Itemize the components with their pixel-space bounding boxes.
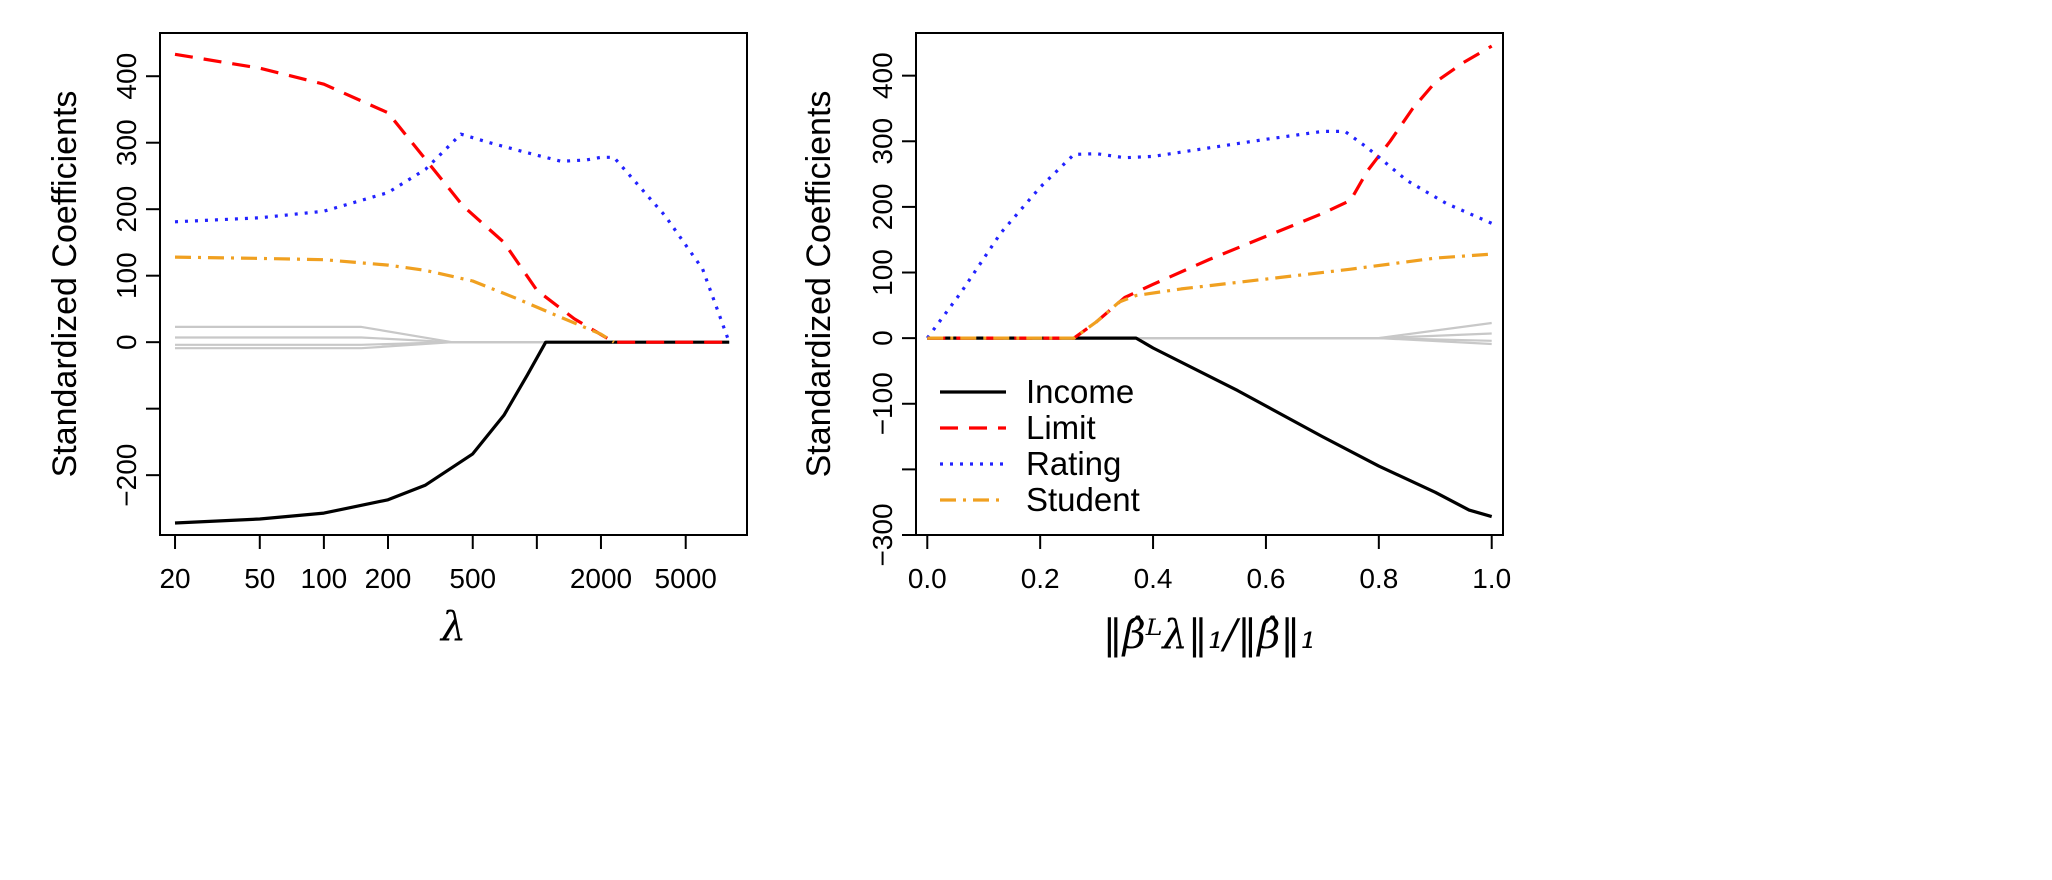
y-tick-label: −100 [867,372,898,435]
y-tick-label: 200 [111,186,142,233]
x-axis-title: λ [439,604,466,650]
plot-frame [915,32,1504,536]
series-line-other [175,325,730,344]
series-line-income [174,340,730,525]
x-tick-label: 0.0 [908,563,947,594]
y-tick-label: −200 [111,444,142,507]
legend-label-income: Income [1026,373,1134,410]
y-axis-title: Standardized Coefficients [46,91,84,478]
x-tick-label: 0.2 [1021,563,1060,594]
y-tick-label: 300 [111,119,142,166]
legend-label-student: Student [1026,481,1140,518]
series-line-other [927,321,1492,340]
x-tick-label: 2000 [570,563,632,594]
series-line-rating [926,129,1493,340]
x-tick-label: 0.8 [1359,563,1398,594]
x-tick-label: 1.0 [1472,563,1511,594]
x-tick-label: 0.4 [1134,563,1173,594]
x-tick-label: 100 [301,563,348,594]
legend-label-limit: Limit [1026,409,1096,446]
x-tick-label: 20 [159,563,190,594]
series-line-income [927,336,1493,519]
x-tick-label: 50 [244,563,275,594]
right-panel-l1-ratio: −300 −100 0 100 200 300 400 0.0 0.2 0.4 0.6 0.8 1.0 S… [800,32,1511,658]
series-line-student [927,252,1492,340]
series-line-limit [927,44,1493,340]
x-tick-label: 500 [449,563,496,594]
y-tick-label: 400 [111,53,142,100]
x-axis-title: ‖β̂ᴸλ‖₁/‖β̂‖₁ [1103,612,1317,658]
series-line-student [174,255,615,344]
y-tick-label: 0 [111,334,142,350]
plot-frame [159,32,748,536]
x-tick-label: 200 [365,563,412,594]
y-tick-label: 200 [867,184,898,231]
legend-label-rating: Rating [1026,445,1121,482]
y-tick-label: 0 [867,330,898,346]
y-tick-label: 300 [867,118,898,165]
series-line-rating [174,132,731,343]
x-tick-label: 5000 [655,563,717,594]
y-tick-label: 100 [867,249,898,296]
x-tick-label: 0.6 [1246,563,1285,594]
y-tick-label: 100 [111,252,142,299]
y-tick-label: 400 [867,52,898,99]
left-panel-lambda: −200 0 100 200 300 400 20 50 100 200 500 2000 5000 St… [46,32,748,650]
y-tick-label: −300 [867,503,898,566]
series-line-limit [174,52,730,344]
y-axis-title: Standardized Coefficients [800,91,838,478]
